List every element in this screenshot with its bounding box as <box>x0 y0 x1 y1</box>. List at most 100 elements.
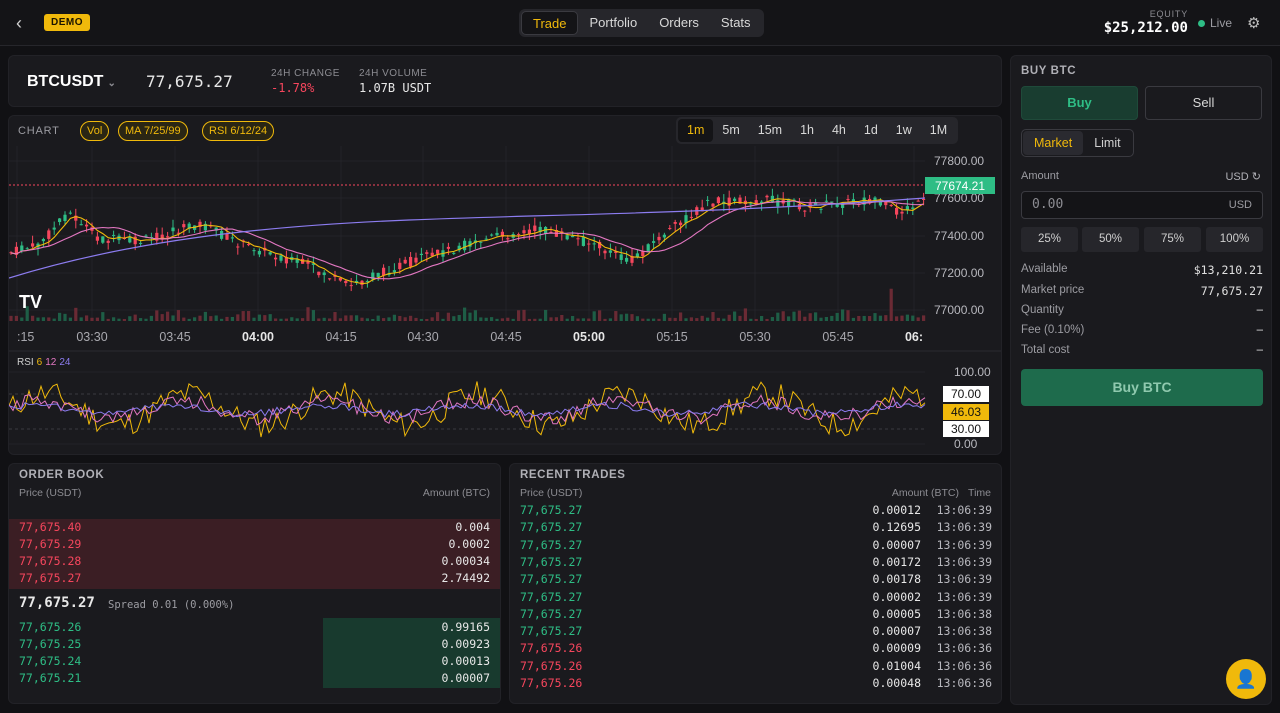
ask-row[interactable]: 77,675.28 0.00034 <box>9 553 500 570</box>
order-form-title: BUY BTC <box>1021 65 1077 77</box>
volume-bar <box>792 311 796 321</box>
indicator-ma[interactable]: MA 7/25/99 <box>118 121 188 141</box>
user-account-icon[interactable]: 👤 <box>1226 659 1266 699</box>
candle-body <box>841 202 845 208</box>
ask-amount: 0.004 <box>455 520 490 534</box>
percent-25-button[interactable]: 25% <box>1021 227 1078 252</box>
trade-time: 13:06:38 <box>936 606 992 621</box>
volume-bar <box>311 310 315 321</box>
tab-stats[interactable]: Stats <box>720 15 751 30</box>
volume-bar <box>290 317 294 321</box>
percent-75-button[interactable]: 75% <box>1144 227 1201 252</box>
ask-row[interactable]: 77,675.29 0.0002 <box>9 536 500 553</box>
info-value: – <box>1256 324 1263 336</box>
trade-row: 77,675.27 0.00005 13:06:38 <box>510 606 1001 623</box>
order-type-toggle: Market Limit <box>1021 129 1134 157</box>
tab-trade[interactable]: Trade <box>521 11 579 35</box>
buy-side-button[interactable]: Buy <box>1021 86 1138 120</box>
bid-row[interactable]: 77,675.21 0.00007 <box>9 670 500 687</box>
chart-panel: CHART Vol MA 7/25/99 RSI 6/12/24 1m 5m 1… <box>8 115 1002 455</box>
trade-row: 77,675.26 0.00009 13:06:36 <box>510 640 1001 657</box>
equity-label: EQUITY <box>1149 9 1188 19</box>
volume-bar <box>803 316 807 321</box>
candle-body <box>392 270 396 273</box>
candle-body <box>160 234 164 240</box>
volume-bar <box>403 317 407 321</box>
candle-body <box>765 195 769 198</box>
volume-bar <box>554 317 558 321</box>
price-tick-label: 77000.00 <box>934 303 984 317</box>
indicator-rsi[interactable]: RSI 6/12/24 <box>202 121 275 141</box>
timeframe-1d[interactable]: 1d <box>863 123 878 137</box>
volume-bar <box>301 318 305 321</box>
volume-bar <box>733 311 737 321</box>
candle-body <box>922 199 926 201</box>
volume-bar <box>754 318 758 321</box>
indicator-vol[interactable]: Vol <box>80 121 110 141</box>
timeframe-1h[interactable]: 1h <box>800 123 814 137</box>
candle-body <box>122 237 126 239</box>
buy-btc-submit-button[interactable]: Buy BTC <box>1021 369 1263 406</box>
trade-amount: 0.01004 <box>872 658 921 673</box>
volume-bar <box>47 317 51 321</box>
timeframe-selector: 1m 5m 15m 1h 4h 1d 1w 1M <box>676 117 959 144</box>
time-tick-label: 03:45 <box>159 330 190 344</box>
amount-unit-toggle[interactable]: USD ↻ <box>1225 170 1261 183</box>
candle-body <box>236 246 240 248</box>
volume-bar <box>922 315 926 321</box>
candle-body <box>198 221 202 227</box>
bid-price: 77,675.25 <box>19 637 82 651</box>
volume-bar <box>436 312 440 321</box>
time-tick-label: 04:30 <box>407 330 438 344</box>
candle-body <box>398 262 402 270</box>
volume-bar <box>425 318 429 321</box>
bid-row[interactable]: 77,675.24 0.00013 <box>9 653 500 670</box>
bid-row[interactable]: 77,675.26 0.99165 <box>9 619 500 636</box>
percent-100-button[interactable]: 100% <box>1206 227 1263 252</box>
ask-price: 77,675.28 <box>19 554 82 568</box>
candle-body <box>598 241 602 249</box>
ask-price: 77,675.40 <box>19 520 82 534</box>
symbol-selector[interactable]: BTCUSDT ⌄ <box>27 73 116 91</box>
volume-bar <box>549 317 553 321</box>
timeframe-15m[interactable]: 15m <box>757 123 783 137</box>
tab-portfolio[interactable]: Portfolio <box>589 15 638 30</box>
candle-body <box>171 227 175 232</box>
volume-bar <box>787 316 791 321</box>
trade-row: 77,675.27 0.00172 13:06:39 <box>510 554 1001 571</box>
tab-orders[interactable]: Orders <box>659 15 699 30</box>
price-chart-canvas[interactable]: 77800.00 77600.00 77400.00 77200.00 77000.00… <box>9 116 1002 455</box>
order-type-market[interactable]: Market <box>1023 131 1084 155</box>
timeframe-1m[interactable]: 1m <box>678 119 714 142</box>
bid-row[interactable]: 77,675.25 0.00923 <box>9 636 500 653</box>
trade-price: 77,675.26 <box>520 641 583 656</box>
candle-body <box>74 215 78 221</box>
price-tick-label: 77400.00 <box>934 229 984 243</box>
ask-row[interactable]: 77,675.27 2.74492 <box>9 570 500 587</box>
percent-50-button[interactable]: 50% <box>1082 227 1139 252</box>
gear-icon[interactable]: ⚙ <box>1247 15 1261 32</box>
candle-body <box>47 230 51 239</box>
timeframe-1M[interactable]: 1M <box>929 123 948 137</box>
candle-body <box>230 237 234 239</box>
volume-bar <box>878 315 882 321</box>
order-type-limit[interactable]: Limit <box>1094 136 1121 150</box>
timeframe-1w[interactable]: 1w <box>895 123 912 137</box>
trade-price: 77,675.27 <box>520 624 583 639</box>
volume-label: 24H VOLUME <box>359 68 428 79</box>
timeframe-5m[interactable]: 5m <box>722 123 740 137</box>
amount-input[interactable] <box>1032 197 1212 212</box>
ask-row[interactable]: 77,675.40 0.004 <box>9 519 500 536</box>
volume-bar <box>889 288 893 321</box>
volume-bar <box>355 315 359 321</box>
amount-field[interactable]: USD <box>1021 191 1263 219</box>
trade-time: 13:06:39 <box>936 589 992 604</box>
back-arrow-icon[interactable]: ‹ <box>16 13 22 33</box>
time-tick-label: 03:30 <box>76 330 107 344</box>
volume-bar <box>819 317 823 321</box>
sell-side-button[interactable]: Sell <box>1145 86 1262 120</box>
candle-body <box>652 241 656 243</box>
timeframe-4h[interactable]: 4h <box>831 123 846 137</box>
candle-body <box>338 277 342 281</box>
volume-bar <box>630 314 634 321</box>
